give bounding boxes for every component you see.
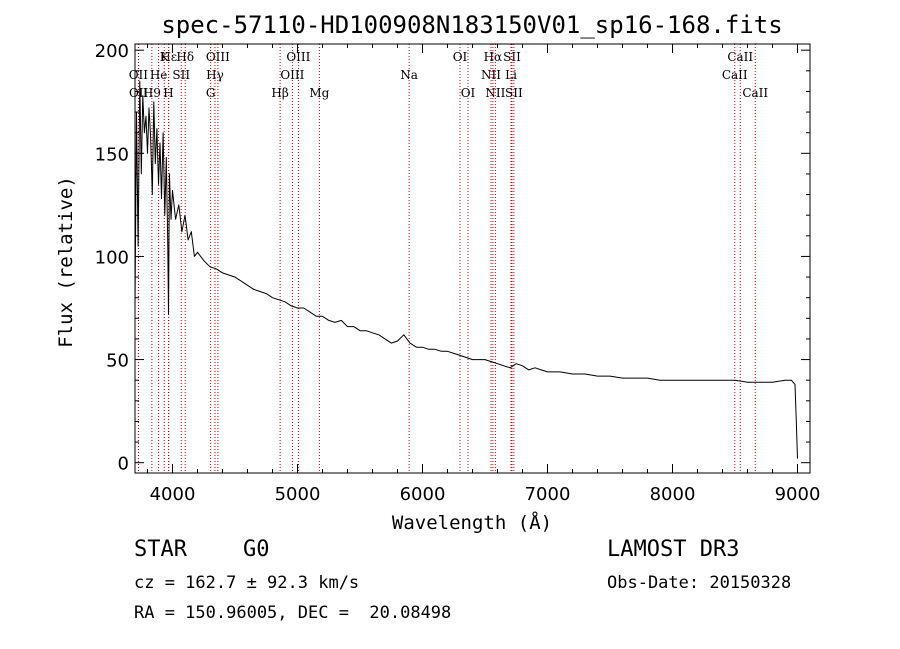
y-axis-ticks: 0 50 100 150 200 (95, 41, 810, 475)
line-label-27: CaII (742, 86, 768, 100)
survey-name: LAMOST DR3 (607, 537, 740, 562)
y-tick-label-50: 50 (106, 351, 129, 372)
line-label-8: SII (172, 68, 190, 82)
line-label-10: Hγ (206, 68, 224, 82)
ra-dec-coordinates: RA = 150.96005, DEC = 20.08498 (134, 603, 452, 623)
line-label-2: OII (129, 86, 149, 100)
line-label-20: NII (481, 68, 501, 82)
y-axis-label: Flux (relative) (55, 176, 77, 348)
x-tick-label-8000: 8000 (650, 484, 696, 505)
y-tick-label-100: 100 (95, 247, 129, 268)
series-line-flux (134, 80, 798, 459)
spectrum-series (134, 80, 798, 459)
line-label-16: Na (400, 68, 418, 82)
x-tick-label-4000: 4000 (150, 484, 196, 505)
line-label-22: SII (503, 50, 521, 64)
y-tick-label-0: 0 (118, 454, 129, 475)
line-label-9: OIII (206, 50, 230, 64)
x-tick-label-5000: 5000 (275, 484, 321, 505)
object-subclass: G0 (243, 537, 270, 562)
line-label-11: G (206, 86, 216, 100)
chart-title: spec-57110-HD100908N183150V01_sp16-168.f… (161, 11, 782, 39)
line-label-23: Li (505, 68, 517, 82)
x-axis-label: Wavelength (Å) (392, 511, 552, 534)
line-label-26: CaII (722, 68, 748, 82)
line-label-15: Mg (309, 86, 329, 100)
line-label-4: K (160, 50, 170, 64)
line-label-3: H9 (143, 86, 161, 100)
y-tick-label-150: 150 (95, 144, 129, 165)
x-tick-label-6000: 6000 (400, 484, 446, 505)
x-tick-label-9000: 9000 (775, 484, 821, 505)
line-label-5: He (150, 68, 168, 82)
line-label-13: OIII (286, 50, 310, 64)
line-label-7: Hδ (176, 50, 194, 64)
redshift-cz: cz = 162.7 ± 92.3 km/s (134, 573, 360, 593)
line-label-25: CaII (727, 50, 753, 64)
object-class: STAR (134, 537, 187, 562)
observation-date: Obs-Date: 20150328 (607, 573, 792, 593)
line-label-24: SII (505, 86, 523, 100)
line-label-14: OIII (280, 68, 304, 82)
line-label-18: OI (461, 86, 476, 100)
plot-frame (134, 43, 811, 474)
line-label-17: OI (453, 50, 468, 64)
line-label-6: H (163, 86, 173, 100)
y-tick-label-200: 200 (95, 41, 129, 62)
x-tick-label-7000: 7000 (525, 484, 571, 505)
line-label-21: NII (485, 86, 505, 100)
line-label-19: Hα (484, 50, 503, 64)
line-label-12: Hβ (271, 86, 288, 100)
x-axis-ticks: 4000 5000 6000 7000 8000 9000 (147, 44, 821, 505)
